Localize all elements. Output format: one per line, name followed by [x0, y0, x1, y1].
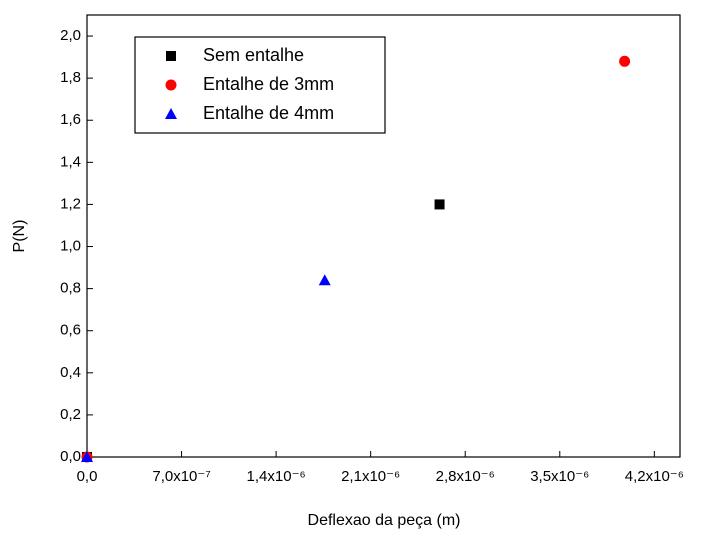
x-tick-label: 7,0x10⁻⁷: [152, 468, 210, 485]
marker: [318, 274, 331, 286]
plot-frame: [86, 14, 681, 458]
legend-label: Entalhe de 3mm: [203, 74, 334, 94]
marker: [434, 199, 445, 210]
marker: [619, 55, 631, 67]
x-tick-label: 1,4x10⁻⁶: [247, 468, 306, 485]
y-axis-title: P(N): [11, 220, 28, 253]
y-tick-label: 1,4: [60, 153, 81, 170]
marker: [165, 79, 177, 91]
x-axis-title: Deflexao da peça (m): [308, 512, 461, 529]
y-tick-label: 0,2: [60, 406, 81, 423]
y-tick-label: 0,8: [60, 280, 81, 297]
y-tick-label: 0,4: [60, 364, 81, 381]
x-tick-label: 2,8x10⁻⁶: [436, 468, 495, 485]
x-tick-label: 0,0: [77, 468, 98, 485]
marker: [166, 51, 176, 61]
x-tick-label: 3,5x10⁻⁶: [530, 468, 589, 485]
y-tick-label: 1,2: [60, 195, 81, 212]
legend-box: [134, 36, 386, 134]
y-tick-label: 0,6: [60, 322, 81, 339]
y-tick-label: 1,0: [60, 237, 81, 254]
y-tick-label: 2,0: [60, 27, 81, 44]
marker: [81, 451, 93, 462]
x-tick-label: 2,1x10⁻⁶: [341, 468, 400, 485]
legend-label: Entalhe de 4mm: [203, 103, 334, 123]
legend-label: Sem entalhe: [203, 45, 304, 65]
y-tick-label: 0,0: [60, 448, 81, 465]
marker: [165, 108, 177, 119]
y-tick-label: 1,8: [60, 69, 81, 86]
x-tick-label: 4,2x10⁻⁶: [625, 468, 684, 485]
y-tick-label: 1,6: [60, 111, 81, 128]
